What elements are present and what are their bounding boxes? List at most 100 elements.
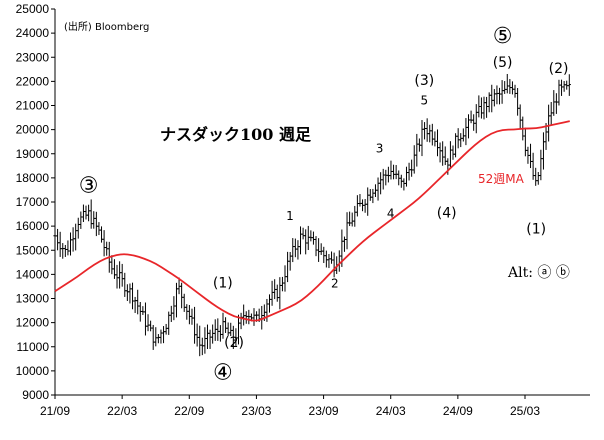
x-tick-label: 23/09 xyxy=(309,404,339,418)
ohlc-bar xyxy=(500,80,504,104)
ohlc-bar xyxy=(267,294,272,313)
ohlc-bar xyxy=(567,74,571,96)
ohlc-bar xyxy=(304,229,308,255)
ohlc-bar xyxy=(474,104,478,134)
ohlc-bar xyxy=(394,165,398,180)
ohlc-bar xyxy=(559,79,564,96)
y-tick-label: 22000 xyxy=(16,74,50,88)
ohlc-bar xyxy=(195,323,199,347)
ohlc-bar xyxy=(164,323,168,335)
ohlc-bar xyxy=(309,230,313,242)
ohlc-bar xyxy=(149,320,153,332)
x-tick-label: 22/03 xyxy=(107,404,137,418)
ohlc-bar xyxy=(252,308,256,326)
wave-label: 4 xyxy=(387,207,395,221)
ohlc-bar xyxy=(198,325,202,357)
ohlc-bar xyxy=(510,81,515,95)
ohlc-bar xyxy=(151,324,155,350)
ohlc-bar xyxy=(180,282,184,309)
ohlc-bar xyxy=(430,123,434,146)
ohlc-bar xyxy=(466,114,471,139)
ohlc-bar xyxy=(128,283,132,304)
ohlc-bar xyxy=(518,104,522,130)
x-tick-label: 24/03 xyxy=(376,404,406,418)
y-tick-label: 15000 xyxy=(16,243,50,257)
ohlc-bar xyxy=(541,132,546,170)
ohlc-bar xyxy=(410,159,414,177)
ohlc-bar xyxy=(115,264,119,289)
ohlc-bar xyxy=(306,225,310,251)
ohlc-bar xyxy=(539,149,543,181)
ohlc-bar xyxy=(208,329,212,349)
wave-label: ⑤ xyxy=(493,24,513,49)
x-tick-label: 21/09 xyxy=(40,404,70,418)
ma-label: 52週MA xyxy=(478,172,525,186)
ohlc-bar xyxy=(319,243,323,255)
wave-label: (2) xyxy=(224,335,244,351)
ohlc-bar xyxy=(120,263,124,287)
ohlc-bar xyxy=(384,169,388,186)
ohlc-bar xyxy=(348,211,352,227)
annotations: ③ ④ ⑤ (1) (2) 1 2 3 4 (3) 5 (4) (5) (1) (2) xyxy=(79,24,569,386)
ohlc-bar xyxy=(203,327,207,354)
ohlc-bar xyxy=(141,306,145,315)
ohlc-bar xyxy=(223,317,228,333)
ohlc-bar xyxy=(112,259,117,279)
chart-title: ナスダック100 週足 xyxy=(160,125,312,144)
ohlc-bar xyxy=(84,205,88,220)
ohlc-bar xyxy=(554,93,558,114)
ohlc-bar xyxy=(528,143,533,169)
ohlc-bar xyxy=(275,284,279,302)
y-tick-label: 24000 xyxy=(16,26,50,40)
y-tick-label: 21000 xyxy=(16,99,50,113)
ohlc-bar xyxy=(443,146,447,166)
ohlc-bar xyxy=(76,217,80,239)
ohlc-bar xyxy=(363,199,367,213)
x-tick-label: 25/03 xyxy=(510,404,540,418)
ohlc-bar xyxy=(469,110,473,124)
y-tick-label: 10000 xyxy=(16,364,50,378)
ohlc-bar xyxy=(293,238,297,258)
ohlc-bar xyxy=(291,238,295,263)
ohlc-bar xyxy=(146,314,150,332)
ohlc-bar xyxy=(425,118,429,142)
y-tick-label: 13000 xyxy=(16,292,50,306)
ohlc-bar xyxy=(211,324,215,344)
ohlc-bar xyxy=(99,226,104,243)
ohlc-bar xyxy=(523,127,527,157)
ohlc-bar xyxy=(322,246,326,264)
ohlc-bar xyxy=(79,211,83,229)
ohlc-bar xyxy=(433,131,437,147)
y-tick-label: 9000 xyxy=(22,388,49,402)
ohlc-bar xyxy=(358,194,362,207)
ohlc-bar xyxy=(311,231,316,245)
ohlc-bar xyxy=(366,187,370,216)
ohlc-bar xyxy=(136,289,140,315)
ohlc-bar xyxy=(552,90,556,116)
ohlc-bar xyxy=(74,223,78,251)
wave-label: (5) xyxy=(493,55,513,71)
ohlc-bar xyxy=(270,280,274,306)
wave-label: (2) xyxy=(549,61,569,77)
ohlc-bar xyxy=(389,160,393,180)
ohlc-bar xyxy=(557,79,561,106)
ohlc-bar xyxy=(125,284,129,301)
y-axis: 9000 10000 11000 12000 13000 14000 15000 16000 1… xyxy=(16,2,56,402)
wave-label: 2 xyxy=(331,277,339,291)
ohlc-bar xyxy=(118,261,122,289)
ohlc-bar xyxy=(161,326,166,344)
ohlc-bar xyxy=(174,282,179,318)
wave-label: (3) xyxy=(414,73,434,89)
ohlc-bar xyxy=(505,73,509,94)
ohlc-bar xyxy=(110,255,114,275)
ohlc-bar xyxy=(386,166,390,183)
moving-average xyxy=(54,120,570,322)
ohlc-bar xyxy=(513,84,517,98)
ohlc-bar xyxy=(324,250,328,268)
ohlc-bar xyxy=(497,87,502,105)
wave-label: 3 xyxy=(376,142,384,156)
ohlc-bar xyxy=(379,172,383,195)
wave-label: (4) xyxy=(437,206,457,222)
x-axis: 21/09 22/03 22/09 23/03 23/09 24/03 24/09 25/03 xyxy=(40,394,590,418)
ohlc-bar xyxy=(216,318,220,341)
